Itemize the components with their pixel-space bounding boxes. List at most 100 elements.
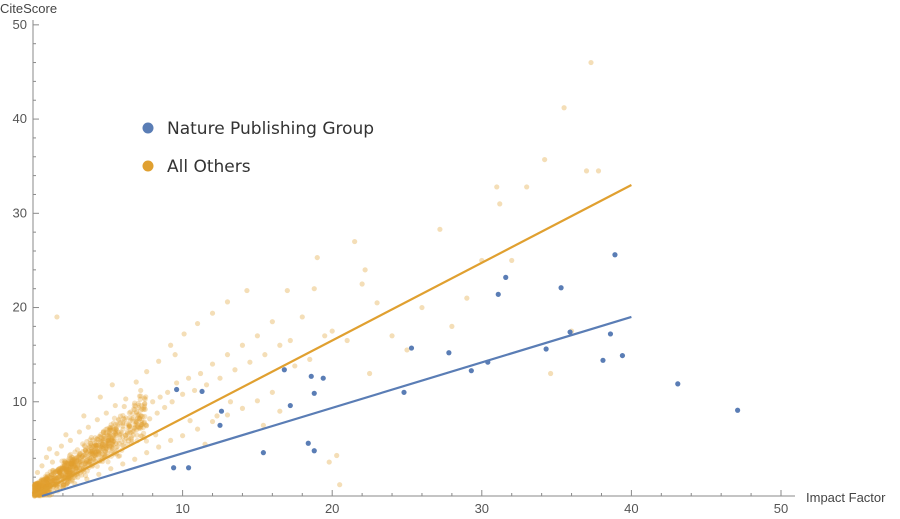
- point-all-others: [64, 468, 70, 475]
- x-tick-label: 40: [624, 501, 638, 516]
- point-all-others: [112, 426, 118, 432]
- point-all-others: [57, 465, 63, 471]
- point-all-others: [66, 467, 72, 473]
- point-all-others: [65, 469, 71, 475]
- point-all-others: [60, 482, 67, 488]
- point-all-others: [138, 413, 144, 419]
- legend-marker-all-others: [142, 160, 154, 172]
- point-all-others: [43, 477, 49, 484]
- point-all-others: [80, 452, 86, 459]
- point-all-others: [125, 438, 131, 444]
- point-all-others: [63, 432, 69, 438]
- point-all-others: [69, 464, 76, 471]
- point-all-others: [67, 460, 73, 466]
- point-all-others: [35, 480, 42, 487]
- point-all-others: [40, 482, 46, 489]
- point-all-others: [125, 422, 132, 428]
- point-all-others: [41, 481, 48, 487]
- point-all-others: [58, 467, 64, 473]
- point-all-others: [99, 441, 106, 447]
- point-all-others: [66, 464, 72, 470]
- point-all-others: [38, 478, 44, 484]
- point-all-others: [59, 472, 65, 479]
- point-all-others: [118, 430, 124, 437]
- point-all-others: [125, 424, 131, 431]
- point-all-others: [50, 478, 56, 484]
- point-all-others: [127, 430, 133, 436]
- y-tick-label: 20: [13, 300, 27, 315]
- point-all-others: [67, 470, 73, 477]
- point-all-others: [36, 483, 42, 489]
- point-all-others: [143, 423, 149, 429]
- point-all-others: [40, 483, 46, 489]
- point-all-others: [134, 432, 140, 438]
- point-all-others: [142, 396, 148, 402]
- point-all-others: [36, 481, 42, 487]
- point-all-others: [56, 470, 62, 476]
- point-nature: [567, 329, 573, 335]
- point-all-others: [135, 400, 141, 407]
- point-all-others: [141, 405, 147, 411]
- point-all-others: [344, 337, 350, 344]
- point-all-others: [66, 468, 73, 475]
- point-all-others: [307, 356, 313, 362]
- point-all-others: [63, 482, 69, 488]
- point-all-others: [66, 470, 72, 476]
- point-all-others: [93, 442, 99, 448]
- point-all-others: [93, 454, 99, 460]
- point-all-others: [352, 238, 358, 245]
- point-all-others: [99, 445, 106, 452]
- point-all-others: [139, 421, 145, 427]
- point-all-others: [32, 487, 39, 493]
- point-all-others: [124, 431, 130, 437]
- point-all-others: [130, 410, 136, 417]
- point-all-others: [89, 448, 96, 454]
- point-all-others: [44, 471, 50, 477]
- point-all-others: [224, 412, 231, 418]
- point-all-others: [78, 462, 84, 468]
- point-all-others: [100, 437, 106, 443]
- point-all-others: [404, 347, 410, 353]
- point-all-others: [32, 484, 38, 491]
- point-all-others: [63, 467, 70, 473]
- point-all-others: [172, 352, 178, 358]
- point-all-others: [41, 480, 47, 486]
- point-all-others: [60, 473, 66, 480]
- point-all-others: [62, 460, 69, 466]
- point-all-others: [34, 486, 40, 493]
- point-all-others: [141, 395, 147, 401]
- point-all-others: [180, 433, 186, 439]
- point-all-others: [95, 437, 101, 443]
- y-tick-label: 10: [13, 394, 27, 409]
- point-all-others: [35, 482, 41, 488]
- point-all-others: [367, 370, 373, 377]
- point-all-others: [224, 299, 231, 305]
- point-all-others: [98, 447, 104, 453]
- point-all-others: [588, 59, 594, 66]
- point-all-others: [65, 457, 72, 463]
- point-all-others: [40, 478, 47, 484]
- point-all-others: [36, 484, 42, 490]
- point-all-others: [113, 431, 119, 437]
- point-all-others: [74, 458, 80, 464]
- point-nature: [401, 389, 407, 395]
- point-all-others: [141, 403, 148, 409]
- point-all-others: [77, 465, 83, 472]
- point-all-others: [67, 465, 73, 471]
- point-all-others: [99, 445, 105, 451]
- point-all-others: [88, 457, 94, 464]
- point-all-others: [84, 459, 90, 466]
- point-all-others: [41, 483, 47, 489]
- point-all-others: [121, 438, 128, 444]
- point-all-others: [35, 485, 41, 491]
- point-all-others: [131, 402, 137, 408]
- point-all-others: [59, 472, 65, 478]
- point-all-others: [244, 287, 250, 294]
- point-all-others: [86, 443, 92, 449]
- point-all-others: [103, 446, 109, 452]
- point-all-others: [87, 451, 93, 457]
- point-all-others: [35, 485, 41, 491]
- point-all-others: [76, 454, 82, 461]
- point-all-others: [561, 105, 567, 111]
